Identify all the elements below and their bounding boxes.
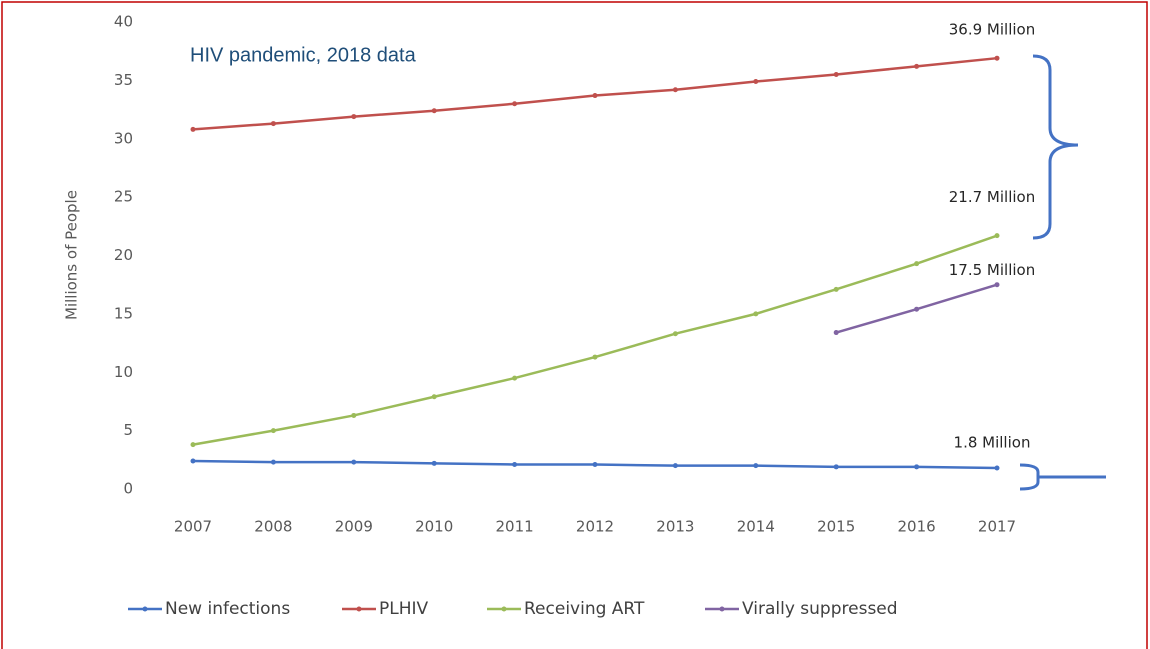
y-tick-label: 5	[123, 421, 133, 439]
data-point	[512, 461, 518, 467]
x-tick-label: 2014	[737, 518, 775, 536]
data-point	[914, 464, 920, 470]
data-point	[833, 286, 839, 292]
data-point	[190, 442, 196, 448]
data-point	[270, 428, 276, 434]
y-tick-label: 20	[114, 246, 133, 264]
y-tick-label: 40	[114, 13, 133, 31]
data-point	[512, 375, 518, 381]
data-point	[351, 459, 357, 465]
data-point	[592, 93, 598, 99]
data-point	[592, 354, 598, 360]
x-tick-label: 2008	[254, 518, 292, 536]
y-tick-label: 0	[123, 480, 133, 498]
x-tick-label: 2016	[898, 518, 936, 536]
data-point	[270, 459, 276, 465]
data-point	[994, 282, 1000, 288]
data-point	[431, 108, 437, 114]
data-point	[914, 261, 920, 267]
data-point	[672, 331, 678, 337]
data-point	[833, 72, 839, 78]
data-point	[351, 412, 357, 418]
legend-marker	[142, 606, 148, 612]
data-label: 21.7 Million	[949, 188, 1035, 206]
data-point	[753, 311, 759, 317]
legend-label: New infections	[165, 599, 290, 619]
legend-marker	[356, 606, 362, 612]
y-axis-label: Millions of People	[63, 190, 81, 320]
data-point	[351, 114, 357, 120]
legend-marker	[719, 606, 725, 612]
y-tick-label: 10	[114, 363, 133, 381]
x-tick-label: 2012	[576, 518, 614, 536]
data-point	[833, 330, 839, 336]
data-point	[753, 463, 759, 469]
x-tick-label: 2013	[656, 518, 694, 536]
data-label: 36.9 Million	[949, 21, 1035, 39]
data-point	[994, 233, 1000, 239]
data-point	[270, 121, 276, 127]
legend-label: Virally suppressed	[742, 599, 898, 619]
data-point	[833, 464, 839, 470]
data-point	[190, 458, 196, 464]
chart-title: HIV pandemic, 2018 data	[190, 44, 417, 66]
y-tick-label: 35	[114, 71, 133, 89]
data-point	[994, 465, 1000, 471]
data-point	[431, 394, 437, 400]
data-point	[512, 101, 518, 107]
y-tick-label: 30	[114, 129, 133, 147]
data-point	[672, 87, 678, 93]
data-point	[753, 79, 759, 85]
data-label: 17.5 Million	[949, 261, 1035, 279]
legend-label: PLHIV	[379, 599, 429, 619]
x-tick-label: 2007	[174, 518, 212, 536]
data-point	[592, 461, 598, 467]
x-tick-label: 2009	[335, 518, 373, 536]
data-point	[994, 55, 1000, 61]
data-point	[672, 463, 678, 469]
y-tick-label: 25	[114, 188, 133, 206]
x-tick-label: 2015	[817, 518, 855, 536]
brace	[1032, 54, 1079, 240]
data-point	[914, 306, 920, 312]
y-tick-label: 15	[114, 304, 133, 322]
data-label: 1.8 Million	[954, 433, 1031, 451]
x-tick-label: 2011	[496, 518, 534, 536]
x-tick-label: 2010	[415, 518, 453, 536]
legend-marker	[501, 606, 507, 612]
legend-label: Receiving ART	[524, 599, 645, 619]
x-tick-label: 2017	[978, 518, 1016, 536]
data-point	[914, 63, 920, 69]
data-point	[431, 460, 437, 466]
series-line	[192, 234, 998, 446]
brace	[1019, 463, 1106, 491]
data-point	[190, 126, 196, 132]
